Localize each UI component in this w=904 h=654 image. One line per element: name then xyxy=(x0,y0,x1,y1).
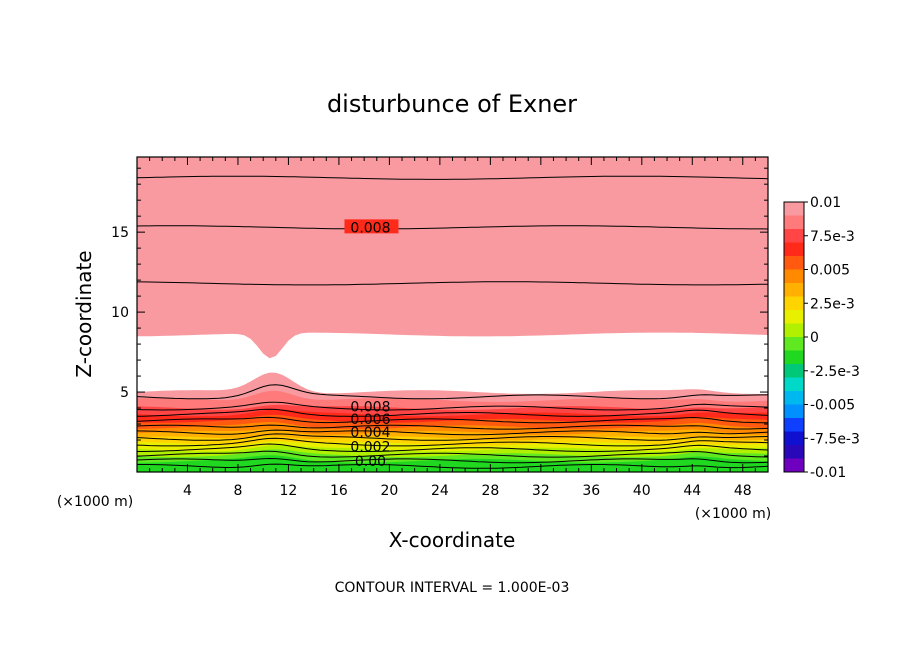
colorbar-swatch xyxy=(784,256,804,270)
colorbar-swatch xyxy=(784,431,804,446)
contour-lines xyxy=(136,175,769,469)
colorbar-tick-label: 0 xyxy=(810,330,819,346)
colorbar-tick-label: 0.005 xyxy=(810,263,850,279)
contour-label: 0.00 xyxy=(355,454,386,470)
x-unit-label-right: (×1000 m) xyxy=(695,506,771,522)
colorbar-swatch xyxy=(784,215,804,230)
contour-label: 0.004 xyxy=(350,425,390,441)
contour-line xyxy=(136,225,769,230)
y-axis-ticks: 5 10 15 xyxy=(111,167,768,457)
colorbar-swatch xyxy=(784,323,804,338)
x-tick-label: 36 xyxy=(582,483,600,499)
contour-line xyxy=(136,384,768,400)
y-tick-label: 15 xyxy=(111,225,129,241)
x-tick-label: 4 xyxy=(183,483,192,499)
contour-line xyxy=(136,457,769,464)
lower-band-11 xyxy=(137,455,768,472)
contour-line xyxy=(136,429,769,436)
contour-label: 0.008 xyxy=(350,399,390,415)
contour-line xyxy=(136,433,769,441)
y-tick-label: 10 xyxy=(111,305,129,321)
upper-band-5 xyxy=(137,157,768,359)
contour-line xyxy=(137,463,769,469)
colorbar-swatch xyxy=(784,418,804,432)
colorbar-swatch xyxy=(784,310,804,324)
x-tick-label: 20 xyxy=(380,483,398,499)
contour-label-bg xyxy=(344,219,399,234)
contour-label: 0.006 xyxy=(350,412,390,428)
y-tick-label: 5 xyxy=(120,385,129,401)
colorbar-swatch xyxy=(784,364,804,378)
colorbar-swatch xyxy=(784,269,804,284)
contour-line xyxy=(137,281,769,286)
colorbar-swatch xyxy=(784,283,804,297)
colorbar-tick-label: -0.005 xyxy=(810,398,855,414)
x-tick-label: 32 xyxy=(532,483,550,499)
colorbar-tick-label: 2.5e-3 xyxy=(810,296,855,312)
colorbar-tick-label: -7.5e-3 xyxy=(810,431,860,447)
contour-line xyxy=(136,416,768,424)
x-unit-label-left: (×1000 m) xyxy=(57,494,133,510)
contour-line xyxy=(136,408,769,417)
colorbar-tick-label: 7.5e-3 xyxy=(810,229,855,245)
colorbar-swatch xyxy=(784,296,804,311)
x-tick-label: 48 xyxy=(734,483,752,499)
contour-line xyxy=(137,443,769,452)
colorbar-swatch xyxy=(784,404,804,419)
x-tick-label: 16 xyxy=(330,483,348,499)
contour-line xyxy=(136,424,769,430)
contour-line xyxy=(136,401,769,411)
contour-label: 0.008 xyxy=(350,220,390,236)
colorbar-swatch xyxy=(784,242,804,257)
x-tick-label: 28 xyxy=(481,483,499,499)
colorbar-swatch xyxy=(784,458,804,473)
contour-line xyxy=(136,450,769,458)
contour-label: 0.002 xyxy=(350,439,390,455)
contour-line xyxy=(136,175,769,180)
x-tick-label: 40 xyxy=(633,483,651,499)
filled-contour-bands xyxy=(137,157,768,472)
x-tick-label: 44 xyxy=(683,483,701,499)
y-axis-label: Z-coordinate xyxy=(72,250,96,377)
contour-line xyxy=(136,437,769,447)
x-axis-ticks: 4 8 12 16 20 24 28 32 36 40 44 48 xyxy=(149,157,756,499)
chart-title: disturbunce of Exner xyxy=(327,90,577,118)
colorbar-tick-label: -2.5e-3 xyxy=(810,364,860,380)
x-tick-label: 24 xyxy=(431,483,449,499)
colorbar-swatch xyxy=(784,391,804,405)
colorbar-swatch xyxy=(784,350,804,365)
colorbar: 0.01 7.5e-3 0.005 2.5e-3 0 -2.5e-3 -0.005 -7.5e… xyxy=(783,195,860,481)
colorbar-tick-label: -0.01 xyxy=(810,465,846,481)
colorbar-swatch xyxy=(784,202,804,216)
colorbar-swatch xyxy=(784,445,804,459)
colorbar-swatch xyxy=(784,377,804,392)
x-axis-label: X-coordinate xyxy=(389,528,516,552)
colorbar-swatch xyxy=(784,229,804,243)
colorbar-tick-label: 0.01 xyxy=(810,195,841,211)
x-tick-label: 12 xyxy=(280,483,298,499)
x-tick-label: 8 xyxy=(233,483,242,499)
colorbar-swatch xyxy=(784,337,804,351)
contour-interval-footer: CONTOUR INTERVAL = 1.000E-03 xyxy=(335,580,570,596)
